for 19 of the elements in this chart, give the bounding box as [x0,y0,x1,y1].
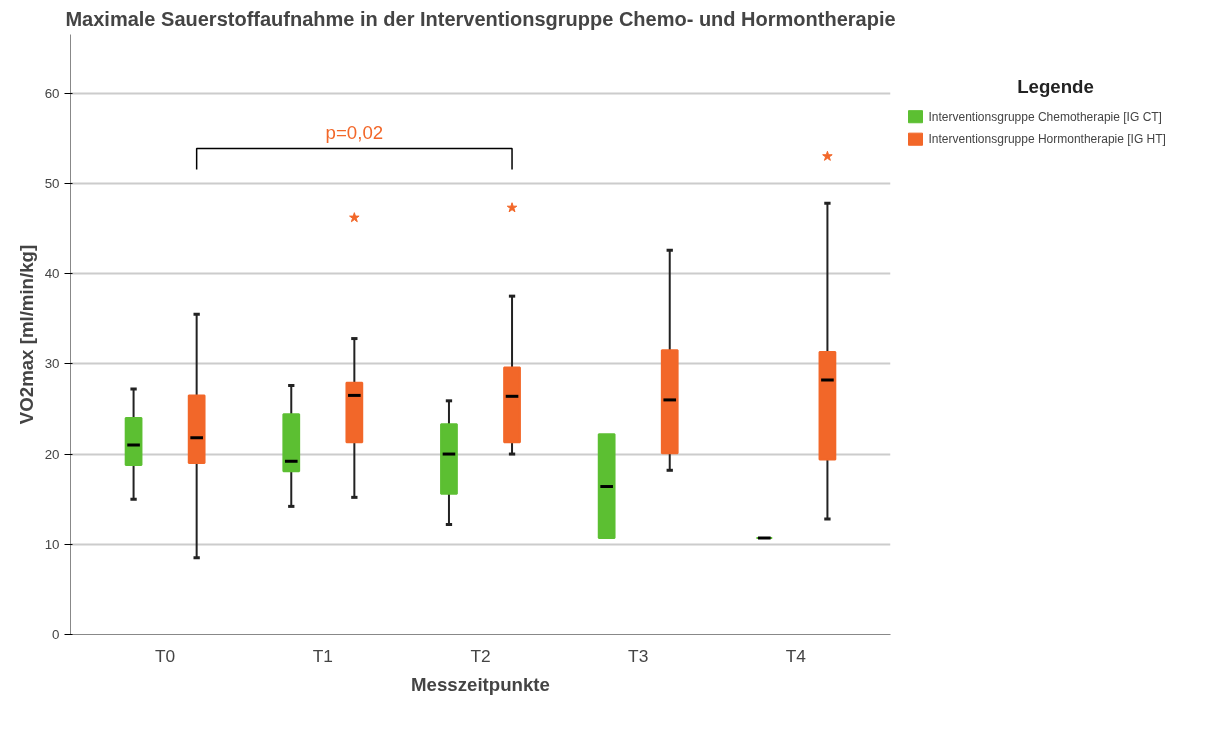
y-tick-label: 40 [44,266,60,282]
legend-label: Interventionsgruppe Chemotherapie [IG CT] [928,109,1162,124]
y-tick-label: 60 [44,85,60,101]
x-tick-label: T4 [785,645,807,666]
x-tick-label: T2 [470,645,491,666]
y-tick-label: 20 [44,446,60,462]
legend-label: Interventionsgruppe Hormontherapie [IG HT] [928,132,1166,147]
x-axis-title: Messzeitpunkte [411,673,550,695]
x-tick-label: T1 [312,645,333,666]
y-tick-label: 10 [44,536,60,552]
x-tick-label: T0 [155,645,176,666]
x-tick-label: T3 [628,645,649,666]
legend-title: Legende [1017,75,1094,97]
y-axis-title: VO2max [ml/min/kg] [15,244,37,425]
y-tick-label: 50 [44,175,60,191]
y-tick-label: 0 [52,627,60,642]
y-tick-label: 30 [44,356,60,372]
annotation: p=0,02 [325,121,384,143]
chart-title: Maximale Sauerstoffaufnahme in der Interventionsgruppe Chemo- und Hormontherapie [65,7,896,30]
